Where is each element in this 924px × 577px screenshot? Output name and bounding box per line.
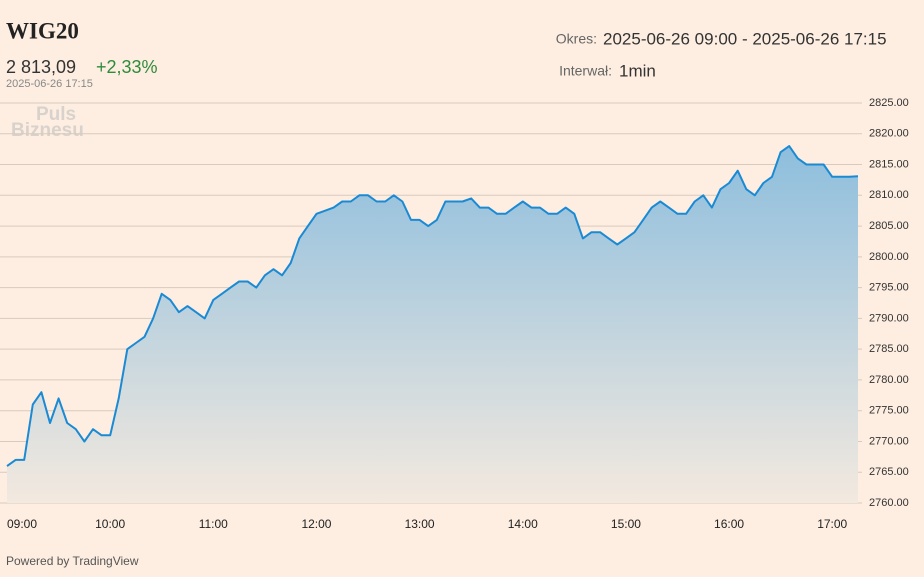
change: +2,33% xyxy=(96,57,158,77)
y-tick-label: 2795.00 xyxy=(869,282,909,294)
period: 2025-06-26 09:00 - 2025-06-26 17:15 xyxy=(603,29,887,48)
x-tick-label: 11:00 xyxy=(199,517,228,531)
y-tick-label: 2765.00 xyxy=(869,466,909,478)
line xyxy=(6,145,859,467)
title: WIG20 xyxy=(6,18,79,43)
y-tick-label: 2815.00 xyxy=(869,158,909,170)
y-tick-label: 2770.00 xyxy=(869,435,909,447)
y-tick-label: 2810.00 xyxy=(869,189,909,201)
x-tick-label: 12:00 xyxy=(301,517,331,531)
y-tick-label: 2805.00 xyxy=(869,220,909,232)
price: 2 813,09 xyxy=(6,57,76,77)
interval-label: Interwał: xyxy=(559,63,612,79)
x-tick-label: 16:00 xyxy=(714,517,744,531)
y-tick-label: 2800.00 xyxy=(869,251,909,263)
period-label: Okres: xyxy=(556,31,597,47)
footer: Powered by TradingView xyxy=(6,554,139,568)
x-tick-label: 14:00 xyxy=(508,517,538,531)
y-tick-label: 2785.00 xyxy=(869,343,909,355)
x-tick-label: 13:00 xyxy=(405,517,435,531)
y-tick-label: 2825.00 xyxy=(869,97,909,109)
area xyxy=(7,146,858,503)
watermark: Puls xyxy=(36,104,76,125)
y-tick-label: 2760.00 xyxy=(869,497,909,509)
x-tick-label: 09:00 xyxy=(7,517,37,531)
y-tick-label: 2780.00 xyxy=(869,374,909,386)
interval: 1min xyxy=(619,61,656,80)
x-tick-label: 15:00 xyxy=(611,517,641,531)
x-tick-label: 17:00 xyxy=(817,517,847,531)
watermark: Biznesu xyxy=(11,120,84,141)
y-tick-label: 2820.00 xyxy=(869,128,909,140)
y-tick-label: 2775.00 xyxy=(869,405,909,417)
x-tick-label: 10:00 xyxy=(95,517,125,531)
timestamp: 2025-06-26 17:15 xyxy=(6,78,93,90)
y-tick-label: 2790.00 xyxy=(869,312,909,324)
